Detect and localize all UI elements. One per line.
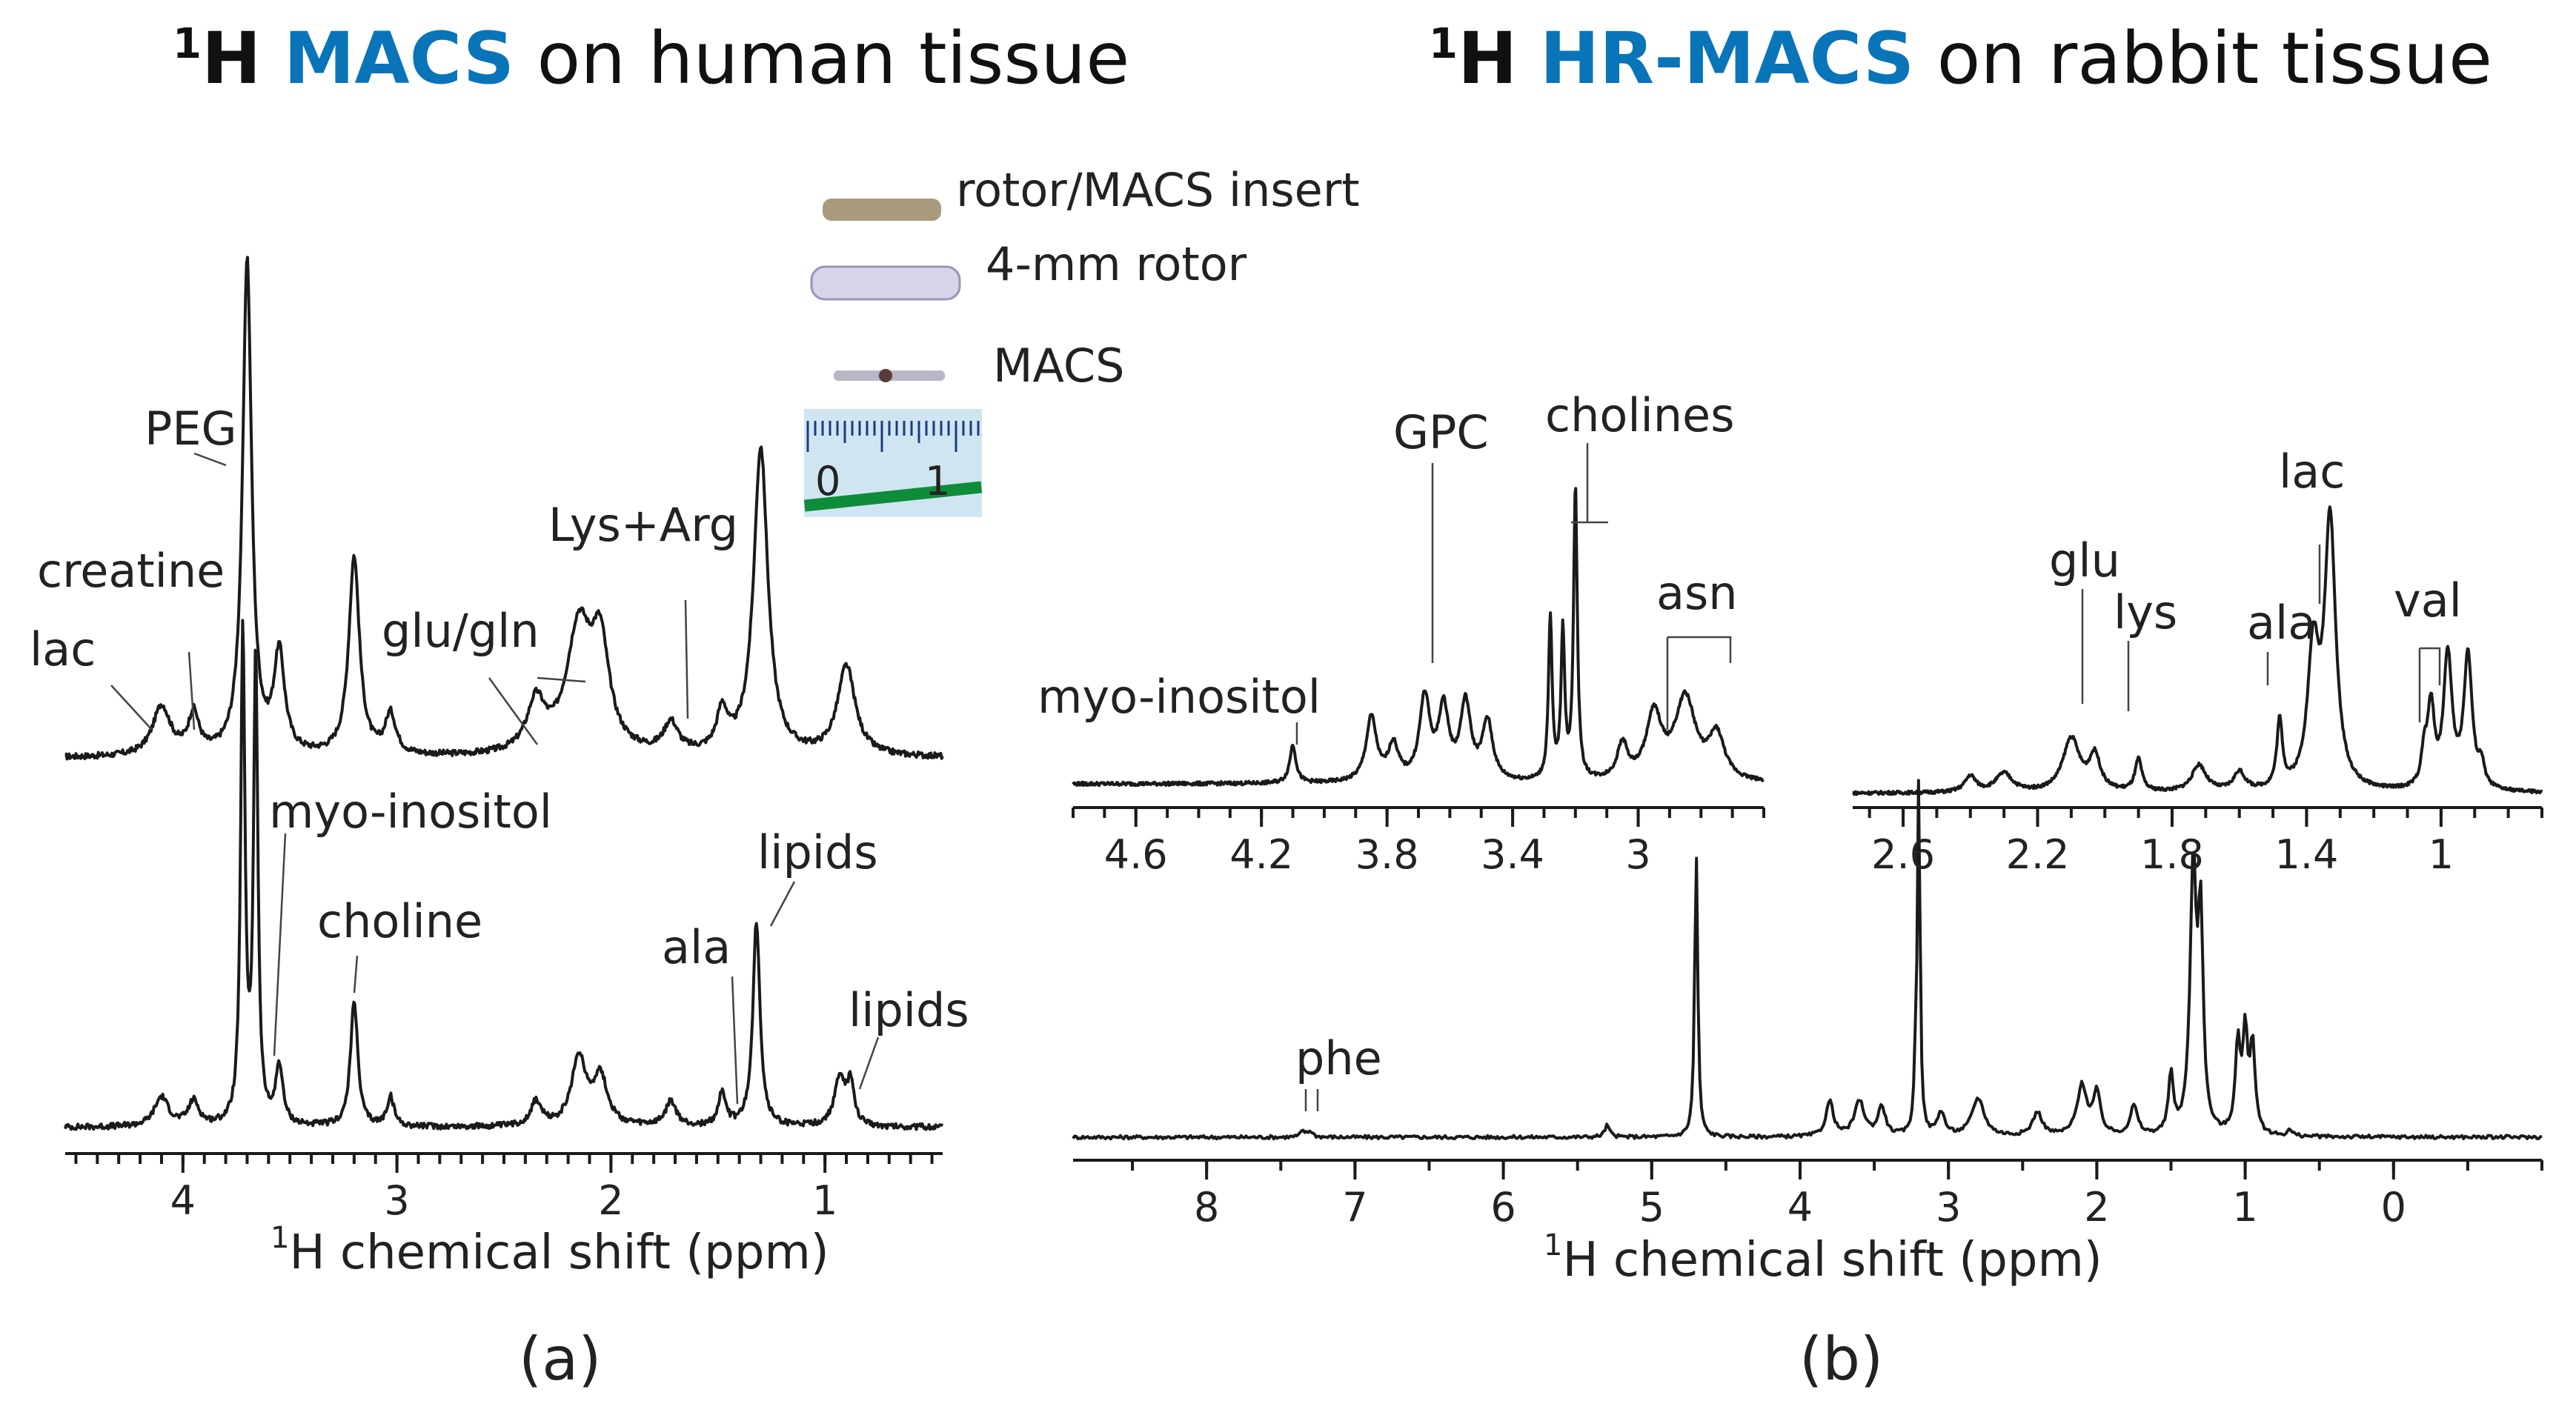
annotation-gpc: GPC	[1393, 405, 1489, 459]
x-axis-label-b: 1H chemical shift (ppm)	[1544, 1228, 2102, 1288]
ruler-image: 0 1	[803, 409, 983, 517]
annotation-lys-arg: Lys+Arg	[548, 498, 738, 552]
tick-label: 1	[812, 1177, 837, 1224]
chart-a: 4 3 2 1 1H chemical shift (ppm) (a) PEG cre…	[30, 256, 969, 1394]
ruler-tick-1: 1	[925, 458, 950, 505]
tick-label: 3.8	[1355, 831, 1419, 878]
annotation-lac: lac	[30, 622, 96, 676]
tick-label: 4.6	[1104, 831, 1168, 878]
annotation-cholines: cholines	[1545, 388, 1735, 442]
ruler-tick-0: 0	[815, 458, 840, 505]
x-axis-label-a: 1H chemical shift (ppm)	[270, 1221, 829, 1280]
tick-label: 2.6	[1871, 831, 1935, 878]
tick-label: 2.2	[2006, 831, 2070, 878]
spectrum-a-lower	[64, 619, 944, 1131]
tick-label: 3	[1936, 1184, 1961, 1231]
chart-b-main: 8 7 6 5 4 3 2 1 0 1H chemical shift (ppm) (b) ph…	[1072, 779, 2543, 1394]
spectrum-a-upper	[64, 256, 944, 761]
annotation-myo-inositol-b: myo-inositol	[1038, 670, 1321, 724]
spectrum-b-inset-left	[1072, 487, 1765, 788]
annotation-val: val	[2394, 573, 2462, 628]
tick-label: 2	[598, 1177, 623, 1224]
tick-label: 5	[1639, 1184, 1664, 1231]
macs-sample-dot	[879, 369, 892, 382]
annotation-glu-gln: glu/gln	[382, 604, 540, 658]
chart-b-inset-left: 4.6 4.2 3.8 3.4 3 myo-inositol GPC cholines …	[1038, 388, 1765, 878]
annotation-choline: choline	[317, 894, 482, 948]
tick-label: 6	[1490, 1184, 1516, 1231]
tick-label: 3	[384, 1177, 409, 1224]
annotation-lipids-2: lipids	[849, 983, 969, 1037]
annotation-lipids-1: lipids	[757, 825, 878, 879]
tick-label: 8	[1194, 1184, 1219, 1231]
rotor-4mm-image	[810, 265, 961, 301]
rotor-inset-photo: 0 1 rotor/MACS insert 4-mm rotor MACS	[803, 163, 1360, 517]
annotation-ala-b: ala	[2247, 596, 2316, 650]
tick-label: 0	[2381, 1184, 2406, 1231]
spectrum-b-inset-right	[1852, 505, 2543, 796]
tick-label: 1.8	[2140, 831, 2204, 878]
inset-label-macs: MACS	[993, 339, 1124, 393]
annotation-myo-inositol-a: myo-inositol	[269, 785, 552, 839]
chart-b-inset-right: 2.6 2.2 1.8 1.4 1 glu lys lac ala val	[1852, 445, 2543, 878]
inset-label-4mm-rotor: 4-mm rotor	[986, 237, 1247, 291]
spectrum-b-main	[1072, 779, 2543, 1141]
tick-label: 3	[1625, 831, 1650, 878]
tick-label: 4	[1787, 1184, 1813, 1231]
panel-label-a: (a)	[519, 1325, 601, 1394]
title-left: 1H MACS on human tissue	[173, 17, 1129, 100]
annotation-ala-a: ala	[662, 920, 731, 974]
tick-label: 4	[170, 1177, 196, 1224]
panel-label-b: (b)	[1799, 1325, 1883, 1394]
annotation-glu: glu	[2049, 533, 2120, 588]
rotor-insert-image	[823, 199, 941, 221]
annotation-lys: lys	[2114, 585, 2177, 639]
annotation-phe: phe	[1295, 1031, 1382, 1085]
tick-label: 7	[1342, 1184, 1367, 1231]
tick-label: 4.2	[1229, 831, 1293, 878]
annotation-peg: PEG	[145, 402, 237, 456]
tick-label: 1.4	[2274, 831, 2338, 878]
tick-label: 2	[2084, 1184, 2109, 1231]
title-right: 1H HR-MACS on rabbit tissue	[1429, 17, 2492, 100]
tick-label: 1	[2232, 1184, 2257, 1231]
tick-label: 1	[2429, 831, 2454, 878]
tick-label: 3.4	[1481, 831, 1544, 878]
annotation-lac-b: lac	[2279, 445, 2345, 499]
annotation-creatine: creatine	[37, 544, 225, 598]
annotation-asn: asn	[1656, 566, 1738, 620]
inset-label-rotor-macs-insert: rotor/MACS insert	[956, 163, 1360, 217]
